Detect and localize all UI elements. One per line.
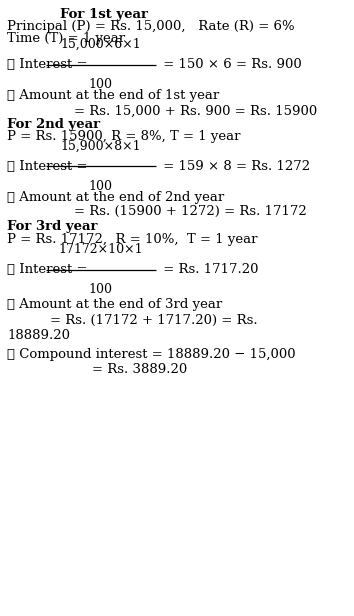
Text: ∴ Amount at the end of 2nd year: ∴ Amount at the end of 2nd year [7,190,224,204]
Text: ∴ Amount at the end of 3rd year: ∴ Amount at the end of 3rd year [7,298,222,312]
Text: For 2nd year: For 2nd year [7,118,100,131]
Text: = Rs. (15900 + 1272) = Rs. 17172: = Rs. (15900 + 1272) = Rs. 17172 [74,205,307,219]
Text: ∴ Interest =: ∴ Interest = [7,160,92,173]
Text: P = Rs. 15900, R = 8%, T = 1 year: P = Rs. 15900, R = 8%, T = 1 year [7,130,241,144]
Text: ∴ Interest =: ∴ Interest = [7,58,92,71]
Text: For 3rd year: For 3rd year [7,220,98,233]
Text: = 150 × 6 = Rs. 900: = 150 × 6 = Rs. 900 [159,58,302,71]
Text: ∴ Compound interest = 18889.20 − 15,000: ∴ Compound interest = 18889.20 − 15,000 [7,347,296,361]
Text: = Rs. (17172 + 1717.20) = Rs.: = Rs. (17172 + 1717.20) = Rs. [50,314,257,327]
Text: = Rs. 1717.20: = Rs. 1717.20 [159,263,259,277]
Text: = Rs. 15,000 + Rs. 900 = Rs. 15900: = Rs. 15,000 + Rs. 900 = Rs. 15900 [74,104,318,118]
Text: ∴ Amount at the end of 1st year: ∴ Amount at the end of 1st year [7,89,219,102]
Text: P = Rs. 17172,  R = 10%,  T = 1 year: P = Rs. 17172, R = 10%, T = 1 year [7,232,258,246]
Text: 15,000×6×1: 15,000×6×1 [61,38,141,51]
Text: = 159 × 8 = Rs. 1272: = 159 × 8 = Rs. 1272 [159,160,310,173]
Text: ∴ Interest =: ∴ Interest = [7,263,92,277]
Text: For 1st year: For 1st year [60,7,148,21]
Text: 100: 100 [89,180,113,193]
Text: 17172×10×1: 17172×10×1 [58,243,143,256]
Text: Principal (P) = Rs. 15,000,   Rate (R) = 6%: Principal (P) = Rs. 15,000, Rate (R) = 6… [7,20,295,33]
Text: = Rs. 3889.20: = Rs. 3889.20 [92,363,187,376]
Text: 100: 100 [89,78,113,91]
Text: 15,900×8×1: 15,900×8×1 [61,140,141,153]
Text: 100: 100 [89,283,113,296]
Text: Time (T) = 1 year: Time (T) = 1 year [7,31,125,45]
Text: 18889.20: 18889.20 [7,329,70,342]
